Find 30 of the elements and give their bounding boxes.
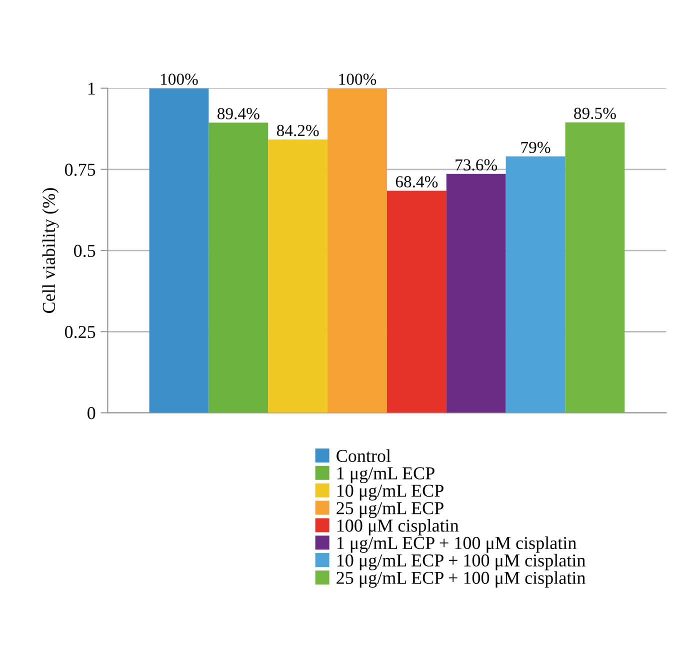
legend-label: 10 μg/mL ECP [337,484,444,501]
bar [149,88,209,413]
data-label: 89.5% [574,108,616,120]
legend-label: Control [336,449,391,462]
legend-label: 1 μg/mL ECP + 100 μM cisplatin [337,536,576,553]
legend-label: 25 μg/mL ECP + 100 μM cisplatin [336,571,586,588]
y-tick-label: 0.75 [64,164,96,176]
data-label: 100% [161,74,198,85]
y-axis-title: Cell viability (%) [42,188,59,313]
bar [208,122,268,413]
bar [506,156,566,413]
y-tick-label: 0.5 [74,244,96,258]
data-label: 79% [521,142,550,154]
legend-label: 1 μg/mL ECP [337,467,434,484]
data-label: 100% [339,74,376,85]
bar [565,122,625,413]
legend-label: 10 μg/mL ECP + 100 μM cisplatin [337,554,586,570]
bar [386,190,446,413]
data-label: 84.2% [276,124,319,136]
data-label: 68.4% [396,176,438,188]
bar [446,174,506,413]
bar [328,88,387,413]
legend-label: 25 μg/mL ECP [336,502,444,518]
bar [268,140,328,413]
legend-label: 100 μM cisplatin [337,519,459,536]
data-label: 89.4% [218,108,260,120]
y-tick-label: 1 [88,82,95,95]
y-tick-label: 0.25 [64,326,96,338]
y-tick-label: 0 [88,407,96,420]
data-label: 73.6% [456,159,498,171]
